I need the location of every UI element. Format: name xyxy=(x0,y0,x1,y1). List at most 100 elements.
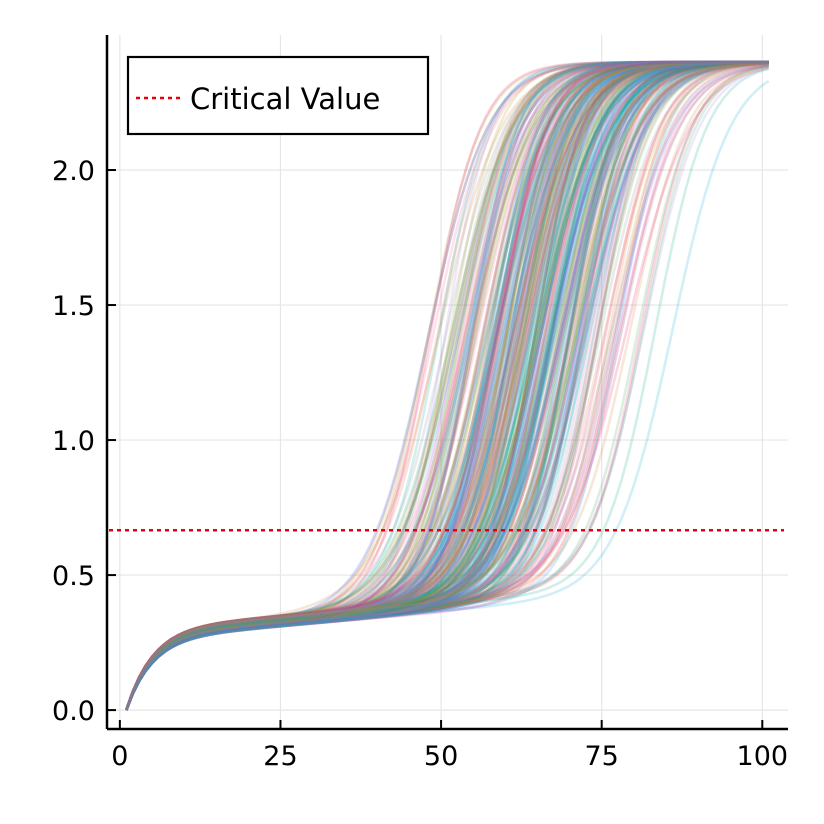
series-line-68 xyxy=(125,61,769,711)
series-line-296 xyxy=(125,63,769,711)
series-line-48 xyxy=(125,60,769,711)
series-line-251 xyxy=(125,60,769,711)
series-line-89 xyxy=(125,60,769,711)
series-line-153 xyxy=(125,61,769,711)
series-line-36 xyxy=(125,61,769,711)
series-line-148 xyxy=(125,61,769,711)
series-line-279 xyxy=(125,60,769,711)
series-line-228 xyxy=(125,60,769,711)
series-line-94 xyxy=(125,60,769,711)
series-line-162 xyxy=(125,61,769,711)
series-line-118 xyxy=(125,60,769,711)
series-line-193 xyxy=(125,60,769,711)
series-line-202 xyxy=(125,60,769,711)
series-line-117 xyxy=(125,61,769,711)
series-line-119 xyxy=(125,60,769,711)
series-line-242 xyxy=(125,60,769,711)
series-line-284 xyxy=(125,64,769,711)
series-line-152 xyxy=(125,60,769,711)
series-line-155 xyxy=(125,60,769,711)
series-line-151 xyxy=(125,60,769,711)
series-line-32 xyxy=(125,60,769,711)
series-line-7 xyxy=(125,60,769,711)
series-line-191 xyxy=(125,60,769,711)
series-line-21 xyxy=(125,60,769,711)
series-line-273 xyxy=(125,60,769,711)
series-line-237 xyxy=(125,60,769,711)
series-line-211 xyxy=(125,61,769,711)
series-line-229 xyxy=(125,60,769,711)
series-line-22 xyxy=(125,60,769,711)
series-line-23 xyxy=(125,60,769,711)
series-line-183 xyxy=(125,61,769,711)
series-line-235 xyxy=(125,60,769,711)
series-line-250 xyxy=(125,60,769,711)
series-line-120 xyxy=(125,60,769,711)
series-line-221 xyxy=(125,60,769,711)
series-line-72 xyxy=(125,60,769,711)
series-line-141 xyxy=(125,60,769,711)
ensemble-series xyxy=(125,60,770,711)
series-line-181 xyxy=(125,63,769,711)
series-line-238 xyxy=(125,61,769,711)
series-line-241 xyxy=(125,60,769,711)
series-line-245 xyxy=(125,60,769,711)
series-line-67 xyxy=(125,60,769,711)
series-line-298 xyxy=(125,60,769,711)
y-tick-label-2: 1.0 xyxy=(52,426,95,457)
series-line-20 xyxy=(125,60,769,711)
series-line-158 xyxy=(125,60,769,711)
series-line-189 xyxy=(125,60,769,711)
series-line-254 xyxy=(125,60,769,711)
series-line-288 xyxy=(125,60,769,711)
series-line-278 xyxy=(125,61,769,711)
series-line-97 xyxy=(125,60,769,711)
series-line-87 xyxy=(125,60,769,711)
series-line-297 xyxy=(125,60,769,711)
series-line-17 xyxy=(125,60,769,711)
series-line-53 xyxy=(125,60,769,711)
series-line-54 xyxy=(125,61,769,711)
series-line-217 xyxy=(125,60,769,711)
series-line-201 xyxy=(125,60,769,711)
series-line-208 xyxy=(125,60,769,711)
series-line-104 xyxy=(125,60,769,711)
series-line-138 xyxy=(125,60,769,711)
series-line-289 xyxy=(125,61,769,711)
series-line-234 xyxy=(125,60,769,711)
series-line-168 xyxy=(125,60,769,711)
series-line-15 xyxy=(125,60,769,711)
series-line-231 xyxy=(125,60,769,711)
series-line-59 xyxy=(125,60,769,711)
series-line-60 xyxy=(125,61,769,711)
series-line-294 xyxy=(125,61,769,711)
series-line-126 xyxy=(125,60,769,711)
legend-box xyxy=(126,55,430,136)
series-line-197 xyxy=(125,60,769,711)
series-line-58 xyxy=(125,64,769,711)
series-line-76 xyxy=(125,60,769,711)
series-line-291 xyxy=(125,60,769,711)
series-line-188 xyxy=(125,61,769,711)
series-line-287 xyxy=(125,65,769,711)
series-line-0 xyxy=(125,61,769,711)
series-line-226 xyxy=(125,61,769,711)
series-line-293 xyxy=(125,60,769,711)
series-line-39 xyxy=(125,60,769,711)
series-line-66 xyxy=(125,61,769,711)
series-line-111 xyxy=(125,60,769,711)
series-line-248 xyxy=(125,60,769,711)
series-line-55 xyxy=(125,60,769,711)
series-line-105 xyxy=(125,61,769,711)
series-line-196 xyxy=(125,60,769,711)
series-line-272 xyxy=(125,61,769,711)
series-line-184 xyxy=(125,60,769,711)
series-line-180 xyxy=(125,60,769,711)
series-line-16 xyxy=(125,61,769,711)
series-line-230 xyxy=(125,61,769,711)
series-line-270 xyxy=(125,60,769,711)
series-line-96 xyxy=(125,63,769,711)
series-line-57 xyxy=(125,60,769,711)
series-line-178 xyxy=(125,60,769,711)
series-line-171 xyxy=(125,60,769,711)
